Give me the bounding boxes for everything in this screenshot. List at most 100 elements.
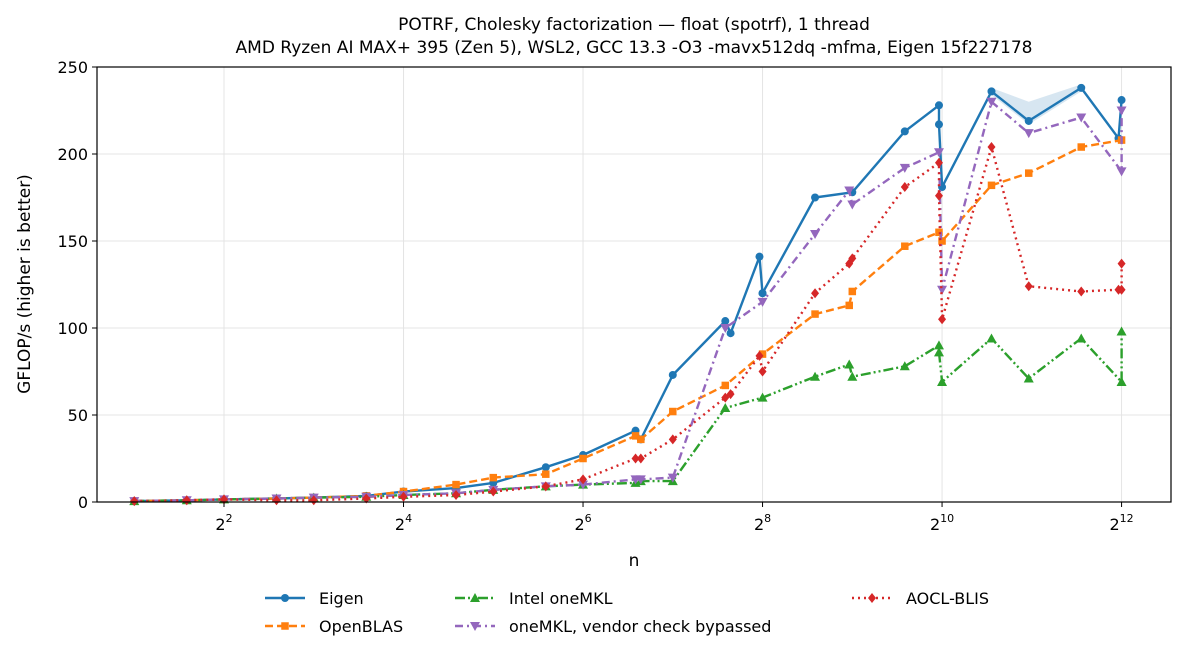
data-point <box>182 495 191 506</box>
data-point <box>362 493 371 504</box>
series-4 <box>130 142 1126 507</box>
y-tick-label: 200 <box>57 145 88 164</box>
x-axis-label: n <box>629 551 640 571</box>
data-point <box>811 288 820 299</box>
legend-item: Intel oneMKL <box>455 589 613 608</box>
data-point <box>541 463 550 472</box>
data-point <box>1023 373 1034 383</box>
data-point <box>1024 169 1033 177</box>
data-point <box>900 127 909 136</box>
y-tick-label: 100 <box>57 319 88 338</box>
data-point <box>755 350 764 361</box>
data-point <box>130 496 139 507</box>
data-point <box>899 361 910 371</box>
data-point <box>987 181 996 190</box>
data-point <box>934 190 943 201</box>
legend-label: Intel oneMKL <box>509 589 613 608</box>
data-point <box>933 340 944 350</box>
data-point <box>847 371 858 381</box>
series-band <box>991 84 1082 125</box>
data-point <box>845 301 853 310</box>
x-tick-exponent: 12 <box>1120 512 1134 525</box>
x-tick-label: 210 <box>930 512 954 534</box>
legend-label: oneMKL, vendor check bypassed <box>509 617 771 636</box>
data-point <box>844 359 855 369</box>
data-point <box>309 495 318 506</box>
plot-frame <box>96 66 1172 503</box>
data-point <box>281 622 289 630</box>
gridlines <box>97 67 1171 502</box>
y-axis-label: GFLOP/s (higher is better) <box>15 174 35 394</box>
data-point <box>669 407 677 416</box>
data-point <box>1077 286 1086 297</box>
legend: Eigen OpenBLAS Intel oneMKL oneMKL, vendor … <box>265 589 989 636</box>
data-point <box>848 287 857 296</box>
data-point <box>452 480 460 489</box>
data-point <box>934 120 943 129</box>
data-point <box>542 470 550 478</box>
data-point <box>541 481 550 492</box>
x-tick-exponent: 8 <box>764 512 771 525</box>
data-point <box>1116 326 1127 336</box>
y-tick-label: 0 <box>78 493 88 512</box>
y-axis-ticks: 0 50 100 150 200 250 <box>57 58 97 512</box>
chart-title: POTRF, Cholesky factorization — float (s… <box>398 15 870 35</box>
data-point <box>635 475 646 485</box>
data-point <box>281 594 289 602</box>
y-tick-label: 250 <box>57 58 88 77</box>
data-point <box>721 381 730 390</box>
x-tick-base: 2 <box>1109 515 1119 534</box>
data-point <box>900 182 909 193</box>
data-point <box>757 297 768 307</box>
data-point <box>668 434 677 445</box>
x-tick-label: 26 <box>574 512 591 534</box>
data-point <box>272 495 281 506</box>
data-point <box>868 593 876 603</box>
data-point <box>811 310 819 318</box>
confidence-band <box>991 84 1082 125</box>
x-tick-label: 22 <box>215 512 232 534</box>
data-point <box>899 163 910 173</box>
series-line <box>134 331 1123 503</box>
data-point <box>636 453 645 464</box>
x-tick-base: 2 <box>215 515 225 534</box>
x-tick-label: 24 <box>395 512 412 534</box>
data-point <box>810 371 821 381</box>
data-point <box>1076 333 1087 343</box>
chart-subtitle: AMD Ryzen AI MAX+ 395 (Zen 5), WSL2, GCC… <box>236 38 1033 58</box>
x-tick-exponent: 2 <box>226 512 233 525</box>
data-point <box>1076 113 1087 123</box>
data-point <box>1116 106 1127 116</box>
series-group <box>129 83 1127 507</box>
legend-item: Eigen <box>265 589 364 608</box>
data-point <box>1117 258 1126 269</box>
x-tick-exponent: 6 <box>585 512 592 525</box>
data-point <box>758 289 767 298</box>
data-point <box>470 622 480 631</box>
legend-label: OpenBLAS <box>319 617 403 636</box>
data-point <box>720 324 731 333</box>
data-point <box>758 366 767 377</box>
data-point <box>637 435 645 444</box>
data-point <box>726 329 735 338</box>
data-point <box>1077 143 1085 151</box>
x-tick-label: 212 <box>1109 512 1133 534</box>
data-point <box>399 491 408 502</box>
x-tick-base: 2 <box>754 515 764 534</box>
data-point <box>844 186 855 196</box>
y-tick-label: 50 <box>68 406 88 425</box>
x-tick-base: 2 <box>930 515 940 534</box>
data-point <box>489 486 498 497</box>
data-point <box>721 317 730 326</box>
data-point <box>721 392 730 403</box>
data-point <box>489 473 498 482</box>
x-tick-base: 2 <box>395 515 405 534</box>
data-point <box>631 453 640 464</box>
data-point <box>847 200 858 210</box>
data-point <box>937 285 948 295</box>
data-point <box>579 454 587 463</box>
data-point <box>937 376 948 386</box>
x-tick-label: 28 <box>754 512 771 534</box>
